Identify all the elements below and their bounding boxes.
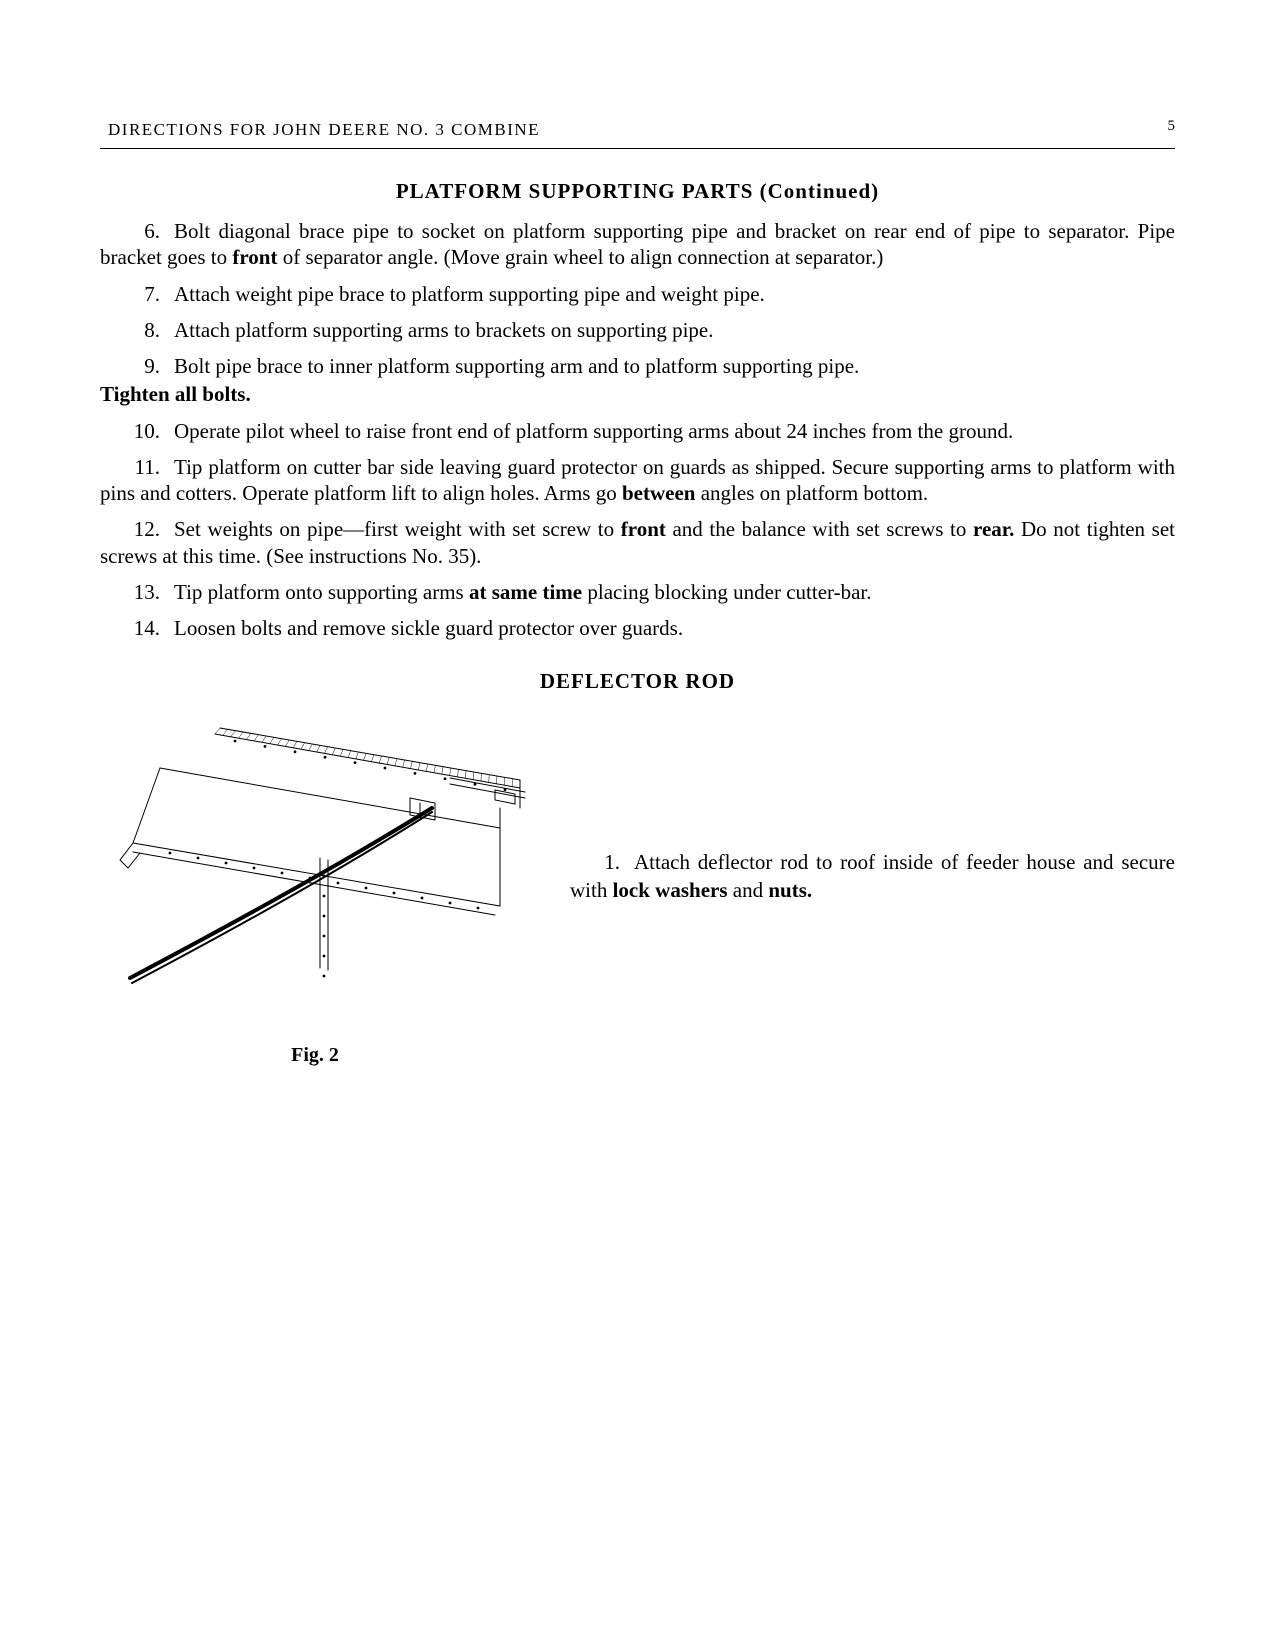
- page-number: 5: [1168, 118, 1176, 135]
- step-number: 8.: [100, 317, 174, 343]
- step-number: 11.: [100, 454, 174, 480]
- step-8: 8.Attach platform supporting arms to bra…: [100, 317, 1175, 343]
- step-number: 9.: [100, 353, 174, 379]
- figure-text-column: 1.Attach deflector rod to roof inside of…: [530, 708, 1175, 925]
- step-14: 14.Loosen bolts and remove sickle guard …: [100, 615, 1175, 641]
- bold-nuts: nuts.: [768, 878, 812, 902]
- step-13: 13.Tip platform onto supporting arms at …: [100, 579, 1175, 605]
- step-text: of separator angle. (Move grain wheel to…: [277, 245, 883, 269]
- step-number: 14.: [100, 615, 174, 641]
- step-6: 6.Bolt diagonal brace pipe to socket on …: [100, 218, 1175, 271]
- section-title-platform: PLATFORM SUPPORTING PARTS (Continued): [100, 179, 1175, 204]
- step-number: 1.: [570, 849, 634, 876]
- bold-front2: front: [621, 517, 666, 541]
- deflector-step-1: 1.Attach deflector rod to roof inside of…: [570, 849, 1175, 904]
- step-text: and: [728, 878, 769, 902]
- step-number: 6.: [100, 218, 174, 244]
- step-text: Set weights on pipe—first weight with se…: [174, 517, 621, 541]
- step-number: 13.: [100, 579, 174, 605]
- bold-between: between: [622, 481, 695, 505]
- figure-2-illustration: [100, 708, 530, 1038]
- step-11: 11.Tip platform on cutter bar side leavi…: [100, 454, 1175, 507]
- step-text: Loosen bolts and remove sickle guard pro…: [174, 616, 683, 640]
- step-12: 12.Set weights on pipe—first weight with…: [100, 516, 1175, 569]
- step-text: placing blocking under cutter-bar.: [582, 580, 871, 604]
- step-9: 9.Bolt pipe brace to inner platform supp…: [100, 353, 1175, 379]
- step-text: Attach platform supporting arms to brack…: [174, 318, 713, 342]
- bold-sametime: at same time: [469, 580, 582, 604]
- figure-caption: Fig. 2: [100, 1044, 530, 1067]
- step-10: 10.Operate pilot wheel to raise front en…: [100, 418, 1175, 444]
- header-title: DIRECTIONS FOR JOHN DEERE NO. 3 COMBINE: [100, 120, 548, 146]
- step-text: Attach weight pipe brace to platform sup…: [174, 282, 765, 306]
- figure-column: Fig. 2: [100, 708, 530, 1067]
- step-7: 7.Attach weight pipe brace to platform s…: [100, 281, 1175, 307]
- bold-front: front: [232, 245, 277, 269]
- page-header: DIRECTIONS FOR JOHN DEERE NO. 3 COMBINE …: [100, 120, 1175, 149]
- bold-lockwashers: lock washers: [613, 878, 728, 902]
- step-text: angles on platform bottom.: [695, 481, 928, 505]
- step-number: 10.: [100, 418, 174, 444]
- step-text: Bolt pipe brace to inner platform suppor…: [174, 354, 859, 378]
- step-number: 12.: [100, 516, 174, 542]
- step-text: Operate pilot wheel to raise front end o…: [174, 419, 1013, 443]
- figure-row: Fig. 2 1.Attach deflector rod to roof in…: [100, 708, 1175, 1067]
- step-text: Tip platform onto supporting arms: [174, 580, 469, 604]
- bold-rear: rear.: [973, 517, 1014, 541]
- step-number: 7.: [100, 281, 174, 307]
- step-9-note: Tighten all bolts.: [100, 381, 1175, 407]
- bold-tighten: Tighten all bolts.: [100, 382, 251, 406]
- page-container: DIRECTIONS FOR JOHN DEERE NO. 3 COMBINE …: [0, 0, 1275, 1127]
- step-text: and the balance with set screws to: [666, 517, 973, 541]
- section-title-deflector: DEFLECTOR ROD: [100, 669, 1175, 694]
